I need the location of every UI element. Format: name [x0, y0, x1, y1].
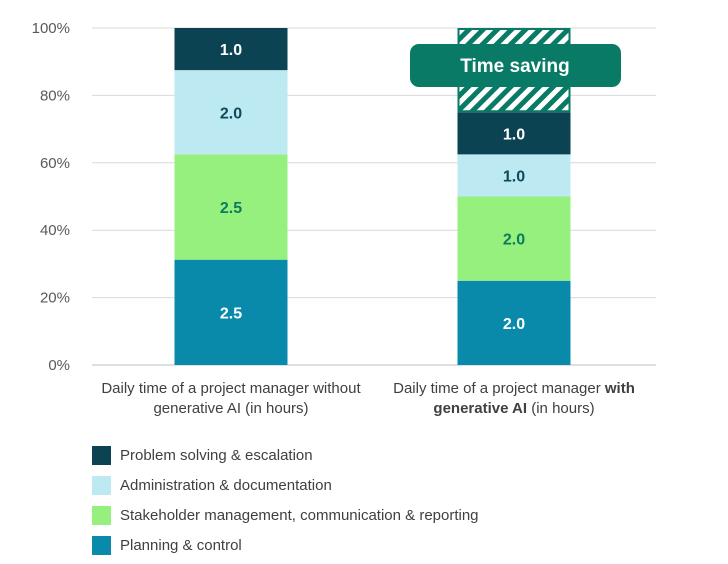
bar-segment: [457, 112, 571, 155]
bar-segment: [174, 28, 288, 71]
legend-item: Administration & documentation: [92, 470, 479, 500]
y-tick-label: 40%: [40, 222, 70, 239]
bar-segment-label: 2.0: [220, 105, 242, 122]
legend-item: Stakeholder management, communication & …: [92, 500, 479, 530]
stacked-bar-chart: 0% 20% 40% 60% 80% 100% 2.5 2.5 2.0 1.0 2.0 2.0 1.0 1…: [32, 20, 656, 417]
category-label-without-ai: Daily time of a project manager without: [101, 380, 361, 397]
legend-swatch: [92, 505, 111, 525]
bar-segment-label: 2.0: [503, 232, 525, 249]
legend-swatch: [92, 535, 111, 555]
bar-segment: [457, 196, 571, 281]
y-tick-label: 20%: [40, 290, 70, 307]
legend-swatch: [92, 445, 111, 465]
y-tick-label: 0%: [48, 357, 70, 374]
bar-segment-label: 1.0: [503, 126, 525, 143]
bar-segment-label: 2.5: [220, 305, 242, 322]
legend-label: Problem solving & escalation: [120, 446, 313, 464]
chart-legend: Problem solving & escalation Administrati…: [92, 440, 479, 560]
legend-label: Planning & control: [120, 536, 242, 554]
y-tick-label: 100%: [32, 20, 70, 37]
category-label-without-ai-line2: generative AI (in hours): [153, 400, 308, 417]
legend-label: Stakeholder management, communication & …: [120, 506, 479, 524]
y-tick-label: 60%: [40, 155, 70, 172]
category-label-with-ai: Daily time of a project manager with: [393, 380, 635, 397]
bar-segment: [174, 259, 288, 365]
bar-segment-label: 2.0: [503, 316, 525, 333]
time-saving-label: Time saving: [460, 56, 569, 77]
bar-segment: [174, 70, 288, 155]
time-saving-badge: [410, 44, 621, 87]
bar-segment-label: 2.5: [220, 200, 242, 217]
legend-item: Problem solving & escalation: [92, 440, 479, 470]
bar-segment-label: 1.0: [503, 168, 525, 185]
bar-segment: [457, 280, 571, 365]
bar-segment: [174, 154, 288, 260]
bar-segment-label: 1.0: [220, 42, 242, 59]
bar-segment: [457, 154, 571, 197]
legend-swatch: [92, 475, 111, 495]
legend-label: Administration & documentation: [120, 476, 332, 494]
y-tick-label: 80%: [40, 87, 70, 104]
category-label-with-ai-line2: generative AI (in hours): [433, 400, 594, 417]
legend-item: Planning & control: [92, 530, 479, 560]
